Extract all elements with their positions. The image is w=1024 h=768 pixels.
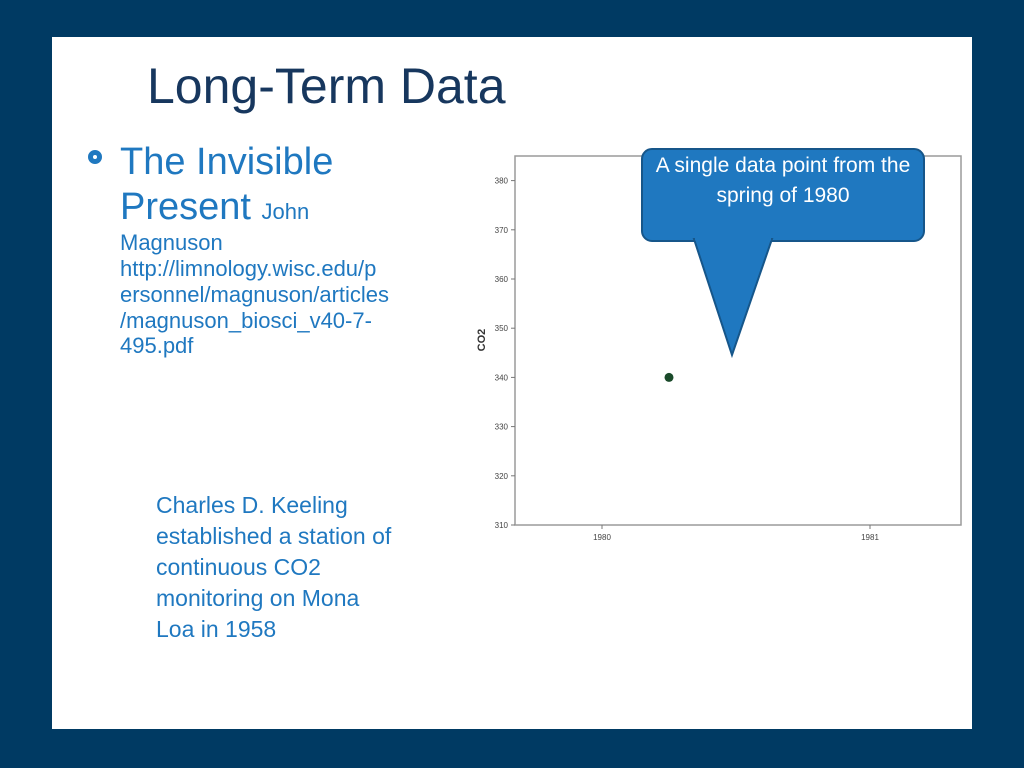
bullet-url-line-4[interactable]: 495.pdf (120, 333, 194, 359)
y-tick-label-380: 380 (495, 177, 509, 186)
data-point-0-0 (664, 372, 674, 382)
bullet-text: The Invisible Present John Magnuson http… (120, 140, 440, 359)
bullet-title: The Invisible Present (120, 141, 334, 228)
bullet-url-line-3[interactable]: /magnuson_biosci_v40-7- (120, 307, 372, 333)
keeling-note: Charles D. Keeling established a station… (156, 492, 392, 642)
x-tick-label-1981: 1981 (861, 533, 879, 542)
y-tick-label-370: 370 (495, 226, 509, 235)
y-tick-label-350: 350 (495, 324, 509, 333)
y-tick-label-340: 340 (495, 373, 509, 382)
y-tick-label-310: 310 (495, 521, 509, 530)
slide-title: Long-Term Data (147, 58, 506, 114)
bullet-ring-icon (88, 150, 102, 164)
callout-shape (641, 148, 925, 242)
y-tick-label-330: 330 (495, 423, 509, 432)
bullet-heading: The Invisible Present John (120, 140, 440, 230)
slide: Long-Term Data The Invisible Present Joh… (52, 37, 972, 729)
callout-text: A single data point from the spring of 1… (655, 154, 911, 207)
bullet-author-last: Magnuson (120, 229, 223, 255)
y-tick-label-360: 360 (495, 275, 509, 284)
bullet-item: The Invisible Present John Magnuson http… (88, 140, 440, 430)
bullet-author-first: John (261, 198, 310, 224)
bullet-url-line-1[interactable]: http://limnology.wisc.edu/p (120, 255, 377, 281)
y-axis-label: CO2 (476, 329, 488, 352)
bullet-url-line-2[interactable]: ersonnel/magnuson/articles (120, 281, 390, 307)
y-tick-label-320: 320 (495, 472, 509, 481)
x-tick-label-1980: 1980 (593, 533, 611, 542)
